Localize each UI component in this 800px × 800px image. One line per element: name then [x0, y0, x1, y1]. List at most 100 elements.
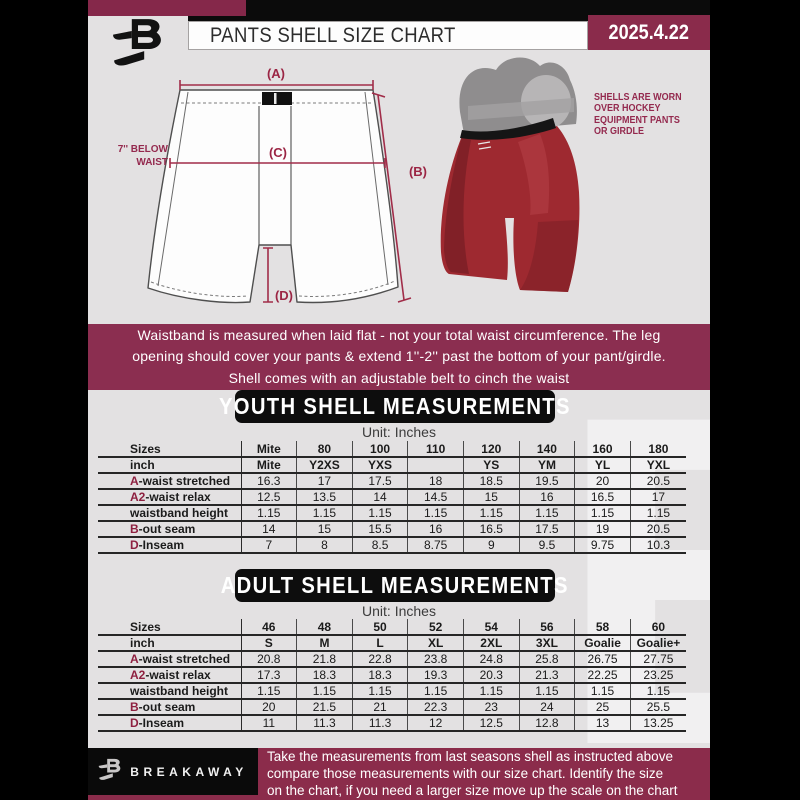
- table-cell: 27.75: [629, 651, 686, 668]
- table-cell: 1.15: [296, 505, 353, 522]
- table-cell: 12.5: [463, 715, 520, 732]
- row-label: B-out seam: [98, 521, 242, 538]
- table-cell: 15.5: [351, 521, 408, 538]
- footer-bar: BREAKAWAY Take the measurements from las…: [88, 748, 710, 800]
- table-cell: YL: [574, 457, 631, 474]
- table-row: Sizes Mite 80 100 110 120 140 160 180: [98, 441, 686, 458]
- belt-buckle: [262, 92, 292, 105]
- youth-section-heading: YOUTH SHELL MEASUREMENTS: [219, 390, 570, 423]
- table-cell: 1.15: [463, 683, 520, 700]
- adult-size-table: Sizes 46 48 50 52 54 56 58 60 inch S M L XL 2XL 3XL Goal…: [98, 619, 686, 732]
- table-cell: 20.5: [629, 521, 686, 538]
- row-label: Sizes: [98, 619, 242, 636]
- table-cell: 16.5: [574, 489, 631, 506]
- table-cell: 17.5: [351, 473, 408, 490]
- table-cell: 8.5: [351, 537, 408, 554]
- header-maroon-strip: [88, 0, 246, 16]
- table-cell: 19.5: [518, 473, 575, 490]
- table-cell: 20.8: [240, 651, 297, 668]
- row-label: Sizes: [98, 441, 242, 458]
- adult-unit-label: Unit: Inches: [362, 603, 436, 619]
- row-label: A2-waist relax: [98, 489, 242, 506]
- table-cell: 1.15: [407, 505, 464, 522]
- measure-label-b: (B): [409, 164, 427, 179]
- table-cell: 14: [351, 489, 408, 506]
- row-label: waistband height: [98, 683, 242, 700]
- table-row: B-out seam 20 21.5 21 22.3 23 24 25 25.5: [98, 699, 686, 716]
- table-cell: 26.75: [574, 651, 631, 668]
- table-cell: 100: [351, 441, 408, 458]
- row-label: D-Inseam: [98, 537, 242, 554]
- table-cell: 1.15: [351, 505, 408, 522]
- table-cell: 25.8: [518, 651, 575, 668]
- table-cell: 16: [407, 521, 464, 538]
- breakaway-b-logo-icon: [113, 19, 161, 66]
- table-cell: Mite: [240, 457, 297, 474]
- table-cell: 11.3: [296, 715, 353, 732]
- table-cell: 110: [407, 441, 464, 458]
- table-cell: Goalie+: [629, 635, 686, 652]
- measure-letter: D: [130, 716, 139, 730]
- table-cell: 120: [463, 441, 520, 458]
- hockey-pants-photo: [440, 57, 580, 292]
- table-cell: 13.25: [629, 715, 686, 732]
- table-cell: 1.15: [518, 683, 575, 700]
- table-cell: 1.15: [296, 683, 353, 700]
- table-row: inch S M L XL 2XL 3XL Goalie Goalie+: [98, 635, 686, 652]
- table-cell: 23.8: [407, 651, 464, 668]
- measure-letter: A: [130, 652, 139, 666]
- table-cell: 15: [296, 521, 353, 538]
- table-cell: 1.15: [574, 505, 631, 522]
- table-cell: 140: [518, 441, 575, 458]
- table-row: waistband height 1.15 1.15 1.15 1.15 1.15 1.15…: [98, 683, 686, 700]
- table-cell: YS: [463, 457, 520, 474]
- table-cell: 17.5: [518, 521, 575, 538]
- youth-size-table: Sizes Mite 80 100 110 120 140 160 180 inch Mite Y2X…: [98, 441, 686, 554]
- table-row: waistband height 1.15 1.15 1.15 1.15 1.15 1.15…: [98, 505, 686, 522]
- row-label: waistband height: [98, 505, 242, 522]
- table-cell: 22.25: [574, 667, 631, 684]
- table-cell: 1.15: [463, 505, 520, 522]
- table-cell: 11.3: [351, 715, 408, 732]
- date-box: 2025.4.22: [588, 15, 710, 50]
- measure-label-a: (A): [267, 66, 285, 81]
- table-cell: 11: [240, 715, 297, 732]
- row-label: A-waist stretched: [98, 473, 242, 490]
- table-cell: 16: [518, 489, 575, 506]
- table-cell: S: [240, 635, 297, 652]
- table-cell: 9.5: [518, 537, 575, 554]
- page-title: PANTS SHELL SIZE CHART: [210, 23, 456, 47]
- table-cell: YXL: [629, 457, 686, 474]
- diagram-section: (A) (B) (C) (D): [88, 50, 710, 324]
- table-cell: 9.75: [574, 537, 631, 554]
- adult-section-heading: ADULT SHELL MEASUREMENTS: [221, 569, 568, 602]
- table-cell: 1.15: [574, 683, 631, 700]
- table-cell: 25.5: [629, 699, 686, 716]
- shorts-measurement-diagram: (A) (B) (C) (D): [147, 57, 580, 304]
- table-cell: 20.3: [463, 667, 520, 684]
- table-cell: 19.3: [407, 667, 464, 684]
- table-cell: 1.15: [629, 505, 686, 522]
- row-label: inch: [98, 635, 242, 652]
- table-cell: 50: [351, 619, 408, 636]
- date-label: 2025.4.22: [608, 20, 690, 44]
- measure-label-d: (D): [275, 288, 293, 303]
- table-cell: 23: [463, 699, 520, 716]
- table-cell: 18.3: [296, 667, 353, 684]
- shorts-outline: [147, 89, 399, 304]
- table-cell: 13.5: [296, 489, 353, 506]
- breakaway-b-logo-small-icon: [99, 758, 121, 780]
- table-row: inch Mite Y2XS YXS YS YM YL YXL: [98, 457, 686, 474]
- table-cell: 1.15: [629, 683, 686, 700]
- notice-banner: Waistband is measured when laid flat - n…: [88, 324, 710, 390]
- table-cell: 16.3: [240, 473, 297, 490]
- table-cell: 7: [240, 537, 297, 554]
- table-cell: 21.5: [296, 699, 353, 716]
- measure-letter: B: [130, 700, 139, 714]
- table-cell: 1.15: [351, 683, 408, 700]
- table-cell: 18.5: [463, 473, 520, 490]
- table-cell: 24.8: [463, 651, 520, 668]
- table-cell: 3XL: [518, 635, 575, 652]
- table-cell: 20.5: [629, 473, 686, 490]
